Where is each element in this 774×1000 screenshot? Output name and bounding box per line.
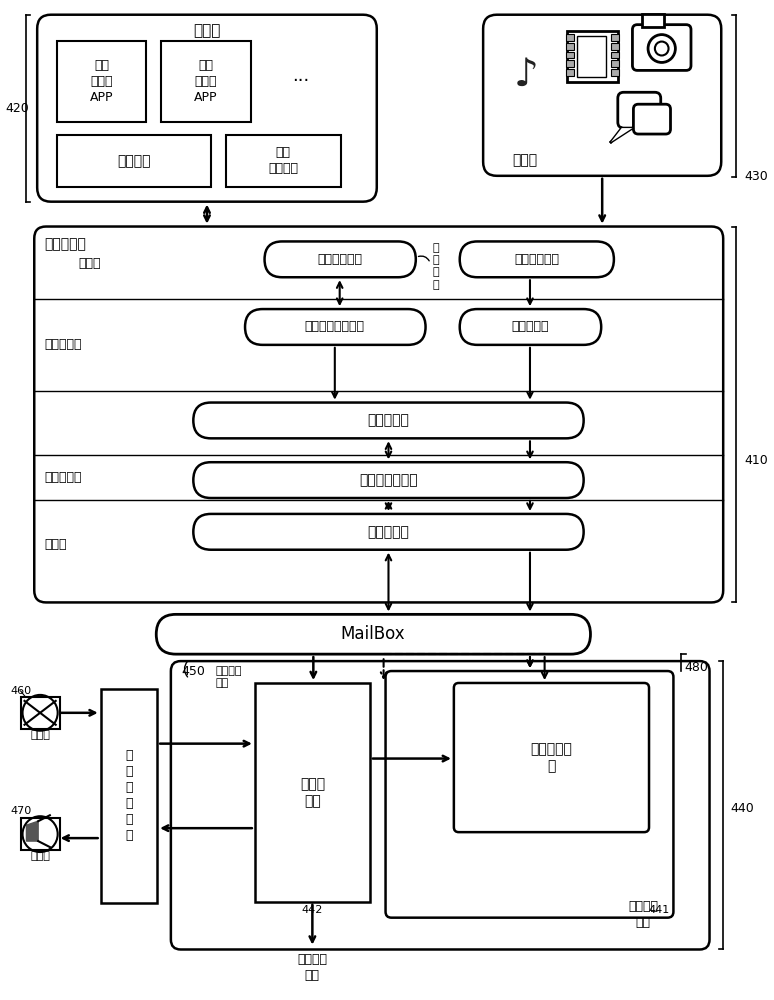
Bar (161, 41, 251, 122)
Text: 470: 470 (11, 806, 32, 816)
Text: ···: ··· (292, 72, 310, 90)
Bar (642, 14, 663, 27)
Text: 硬件抄象层: 硬件抄象层 (44, 471, 81, 484)
Text: 410: 410 (745, 454, 769, 467)
Text: 音频
播放器
APP: 音频 播放器 APP (90, 59, 113, 104)
Text: 预处理
模块: 预处理 模块 (300, 777, 325, 808)
Text: 混音音频
信号: 混音音频 信号 (216, 666, 242, 688)
FancyBboxPatch shape (460, 241, 614, 277)
Bar (566, 43, 574, 50)
Text: 控
制
信
号: 控 制 信 号 (433, 243, 439, 290)
Text: 450: 450 (182, 665, 205, 678)
Text: 音频调控器: 音频调控器 (368, 413, 409, 427)
FancyBboxPatch shape (265, 241, 416, 277)
Bar (611, 60, 618, 67)
FancyBboxPatch shape (483, 15, 721, 176)
Text: MailBox: MailBox (341, 625, 405, 643)
Text: 应用框架层: 应用框架层 (44, 338, 81, 351)
Bar (566, 34, 574, 41)
Bar (57, 41, 146, 122)
Text: 音频硬件抄象层: 音频硬件抄象层 (359, 473, 418, 487)
Bar (611, 34, 618, 41)
Text: 音频来源管理接口: 音频来源管理接口 (305, 320, 365, 333)
FancyBboxPatch shape (194, 403, 584, 438)
FancyBboxPatch shape (156, 614, 591, 654)
FancyBboxPatch shape (633, 104, 670, 134)
FancyBboxPatch shape (632, 25, 691, 70)
FancyBboxPatch shape (34, 227, 723, 602)
Text: 应用处理器: 应用处理器 (44, 237, 86, 251)
Bar (255, 683, 370, 902)
FancyBboxPatch shape (245, 309, 426, 345)
Text: 应用层: 应用层 (78, 257, 101, 270)
Text: 420: 420 (5, 102, 29, 115)
Text: 442: 442 (302, 905, 323, 915)
FancyBboxPatch shape (454, 683, 649, 832)
Polygon shape (26, 821, 38, 841)
Bar (611, 69, 618, 76)
Text: 触摸屏: 触摸屏 (512, 153, 537, 167)
Bar (567, 31, 618, 82)
Text: 音
频
编
解
码
器: 音 频 编 解 码 器 (125, 749, 132, 842)
Bar (566, 52, 574, 58)
FancyBboxPatch shape (460, 309, 601, 345)
Bar (57, 135, 211, 187)
FancyBboxPatch shape (385, 671, 673, 918)
Text: 声音处理
模块: 声音处理 模块 (628, 900, 658, 929)
Text: 操作系统: 操作系统 (117, 154, 150, 168)
Bar (21, 697, 60, 729)
Text: 视频
播放器
APP: 视频 播放器 APP (194, 59, 217, 104)
Bar (611, 43, 618, 50)
Text: 480: 480 (684, 661, 708, 674)
Text: 存储器: 存储器 (194, 23, 221, 38)
Bar (577, 36, 606, 77)
FancyBboxPatch shape (618, 92, 661, 128)
Text: 440: 440 (730, 802, 754, 815)
Bar (611, 52, 618, 58)
Text: 音轨源节点: 音轨源节点 (512, 320, 549, 333)
Text: 硬件驱动层: 硬件驱动层 (368, 525, 409, 539)
Text: 460: 460 (11, 686, 32, 696)
FancyBboxPatch shape (194, 462, 584, 498)
Text: 麦克风: 麦克风 (30, 730, 50, 740)
Text: 441: 441 (649, 905, 670, 915)
Text: 数字混音接口: 数字混音接口 (317, 253, 362, 266)
Text: 本地
音频文件: 本地 音频文件 (268, 146, 298, 175)
FancyBboxPatch shape (194, 514, 584, 550)
Text: 430: 430 (745, 170, 769, 183)
Bar (101, 689, 157, 903)
Text: 扬声器: 扬声器 (30, 851, 50, 861)
Text: 媒体播放接口: 媒体播放接口 (514, 253, 560, 266)
Text: ♪: ♪ (514, 55, 539, 93)
FancyBboxPatch shape (171, 661, 710, 949)
Text: 核心层: 核心层 (44, 538, 67, 551)
Text: 数字混音模
块: 数字混音模 块 (530, 742, 573, 773)
Bar (21, 818, 60, 850)
Text: 混音音频
信号: 混音音频 信号 (297, 953, 327, 982)
FancyBboxPatch shape (37, 15, 377, 202)
Bar (566, 69, 574, 76)
Bar (225, 135, 341, 187)
Polygon shape (611, 128, 632, 142)
Bar (566, 60, 574, 67)
